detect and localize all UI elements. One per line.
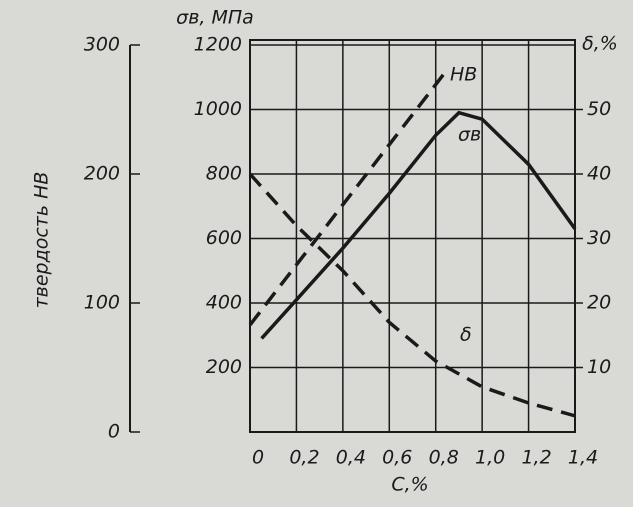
y2-tick-label: 40 [587, 163, 611, 185]
x-tick-label: 0,2 [289, 447, 319, 469]
series-label: σв [458, 124, 481, 146]
y-tick-label: 400 [206, 292, 242, 314]
series-label: HB [450, 64, 477, 86]
x-tick-label: 1,2 [521, 447, 551, 469]
series-label: δ [460, 324, 472, 346]
y3-tick-label: 200 [84, 163, 120, 185]
y-tick-label: 200 [206, 356, 242, 378]
y3-tick-label: 100 [84, 292, 120, 314]
series-line [248, 68, 449, 326]
y-axis-title: σв, МПа [176, 7, 254, 29]
y3-tick-label: 0 [108, 421, 120, 443]
y3-axis-title: твердость HB [31, 172, 53, 309]
x-tick-label: 0 [252, 447, 264, 469]
y2-tick-label: 30 [587, 227, 611, 249]
y-tick-label: 1000 [194, 98, 242, 120]
y2-tick-label: 10 [587, 356, 611, 378]
y-tick-label: 800 [206, 163, 242, 185]
series-line [248, 172, 576, 418]
x-tick-label: 1,4 [568, 447, 598, 469]
x-tick-label: 1,0 [475, 447, 505, 469]
y2-tick-label: 20 [587, 292, 611, 314]
x-tick-label: 0,6 [382, 447, 412, 469]
x-tick-label: 0,8 [429, 447, 459, 469]
x-axis-title: C,% [391, 474, 428, 496]
y3-tick-label: 300 [84, 34, 120, 56]
y2-axis-title: δ,% [582, 33, 618, 55]
series-line [260, 110, 577, 340]
y-tick-label: 600 [206, 227, 242, 249]
y2-tick-label: 50 [587, 98, 611, 120]
plot-frame [249, 39, 576, 433]
y-tick-label: 1200 [194, 34, 242, 56]
x-tick-label: 0,4 [336, 447, 366, 469]
